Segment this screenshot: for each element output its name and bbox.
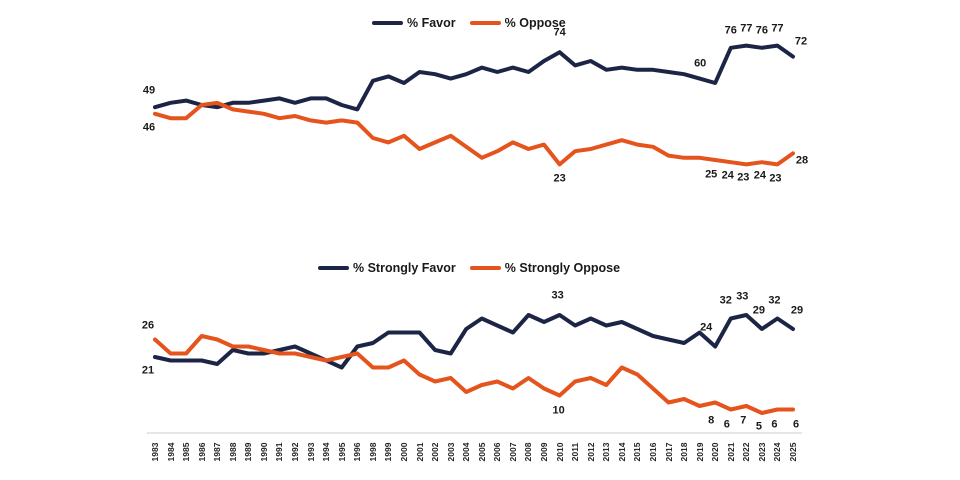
year-label: 2001 <box>414 442 425 462</box>
year-label: 2014 <box>616 442 627 462</box>
strongly-oppose-line <box>153 334 795 415</box>
year-label: 1986 <box>196 442 207 462</box>
legend-top: % Favor % Oppose <box>372 16 566 30</box>
legend-label-strongly-oppose: % Strongly Oppose <box>504 261 621 275</box>
year-label: 2024 <box>772 442 783 462</box>
data-label: 24 <box>721 169 734 182</box>
year-label: 2017 <box>663 442 674 462</box>
data-label: 23 <box>769 172 782 185</box>
year-label: 2022 <box>741 442 752 462</box>
strongly-oppose-line-swatch <box>469 266 501 270</box>
legend-label-strongly-favor: % Strongly Favor <box>353 261 456 275</box>
year-label: 2009 <box>538 442 549 462</box>
legend-item-strongly-oppose: % Strongly Oppose <box>469 261 621 275</box>
year-label: 1998 <box>367 442 378 462</box>
legend-item-favor: % Favor <box>372 16 456 30</box>
year-label: 1999 <box>383 442 394 462</box>
data-label: 32 <box>719 294 732 306</box>
data-label: 29 <box>790 304 804 317</box>
year-label: 2013 <box>601 442 612 462</box>
data-label: 28 <box>795 154 809 167</box>
year-label: 2015 <box>632 442 643 462</box>
year-label: 1991 <box>274 442 285 462</box>
data-label: 33 <box>736 290 749 303</box>
year-label: 2003 <box>445 442 456 462</box>
year-label: 1989 <box>243 442 254 462</box>
year-label: 2000 <box>398 442 409 462</box>
strongly-favor-line <box>153 313 795 370</box>
data-label: 77 <box>771 22 784 35</box>
data-label: 6 <box>723 418 730 430</box>
year-label: 2010 <box>554 442 565 462</box>
data-label: 8 <box>708 414 715 426</box>
year-label: 1996 <box>352 442 363 462</box>
data-label: 23 <box>737 171 750 184</box>
data-label: 7 <box>740 414 747 427</box>
year-label: 2018 <box>678 442 689 462</box>
data-label: 76 <box>755 24 768 37</box>
year-label: 2023 <box>756 442 767 462</box>
data-label: 74 <box>553 26 566 39</box>
year-label: 1995 <box>336 442 347 462</box>
data-label: 6 <box>792 418 800 430</box>
data-label: 25 <box>705 168 718 181</box>
data-label: 46 <box>142 121 156 134</box>
legend-label-favor: % Favor <box>407 16 456 30</box>
data-label: 21 <box>141 364 155 377</box>
year-label: 2020 <box>709 442 720 462</box>
year-label: 2007 <box>507 442 518 462</box>
data-label: 24 <box>753 169 766 182</box>
year-label: 1985 <box>180 442 191 462</box>
data-label: 5 <box>755 420 762 433</box>
oppose-line <box>153 100 795 167</box>
data-label: 10 <box>552 404 565 416</box>
year-label: 2006 <box>492 442 503 462</box>
year-label: 1984 <box>165 442 176 462</box>
data-label: 72 <box>794 35 808 48</box>
year-label: 1987 <box>211 442 222 462</box>
year-label: 2004 <box>460 442 471 462</box>
data-label: 33 <box>551 289 564 302</box>
favor-line <box>153 43 795 112</box>
oppose-line-swatch <box>469 21 501 25</box>
year-label: 2021 <box>725 442 736 462</box>
data-label: 49 <box>142 84 156 97</box>
year-label: 2025 <box>787 442 798 462</box>
year-label: 1994 <box>320 442 331 462</box>
year-label: 1993 <box>305 442 316 462</box>
legend-label-oppose: % Oppose <box>504 16 566 30</box>
legend-bottom: % Strongly Favor % Strongly Oppose <box>318 261 620 275</box>
year-label: 1992 <box>289 442 300 462</box>
data-label: 60 <box>694 57 707 70</box>
year-label: 2016 <box>647 442 658 462</box>
year-label: 2011 <box>569 442 580 462</box>
data-label: 77 <box>740 22 753 35</box>
year-label: 2002 <box>429 442 440 462</box>
year-label: 1983 <box>149 442 160 462</box>
favor-line-swatch <box>372 21 403 25</box>
data-label: 26 <box>141 319 155 331</box>
year-label: 2012 <box>585 442 596 462</box>
data-label: 23 <box>553 172 566 185</box>
data-label: 24 <box>700 321 713 333</box>
data-label: 32 <box>768 294 781 306</box>
year-label: 1988 <box>227 442 238 462</box>
year-label: 2019 <box>694 442 705 462</box>
legend-item-strongly-favor: % Strongly Favor <box>318 261 456 275</box>
strongly-favor-line-swatch <box>318 266 349 270</box>
data-label: 6 <box>771 418 778 430</box>
year-label: 2005 <box>476 442 487 462</box>
year-label: 2008 <box>523 442 534 462</box>
legend-item-oppose: % Oppose <box>469 16 566 30</box>
year-label: 1990 <box>258 442 269 462</box>
data-label: 29 <box>752 304 765 317</box>
data-label: 76 <box>724 24 737 37</box>
